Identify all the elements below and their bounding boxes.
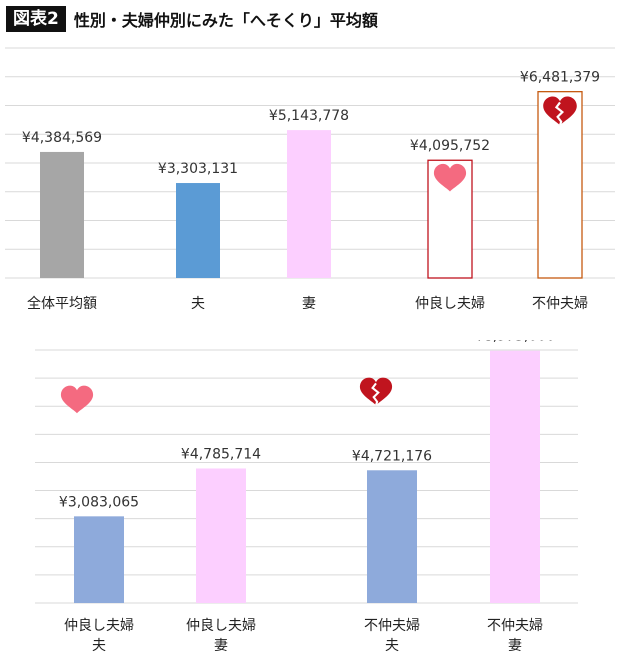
data-label: ¥4,785,714 xyxy=(181,446,261,462)
bar-2 xyxy=(287,130,331,278)
data-label: ¥5,143,778 xyxy=(269,108,349,124)
data-label: ¥3,083,065 xyxy=(59,494,139,510)
data-label: ¥6,481,379 xyxy=(520,70,600,86)
bar-1 xyxy=(196,468,246,603)
category-label: 仲良し夫婦 xyxy=(64,617,134,634)
bar-2 xyxy=(367,470,417,603)
category-label: 夫 xyxy=(92,638,106,654)
category-label: 妻 xyxy=(508,638,522,654)
broken-heart-icon xyxy=(359,377,393,406)
broken-heart-icon xyxy=(543,96,577,126)
category-label: 妻 xyxy=(214,638,228,654)
category-label: 不仲夫婦 xyxy=(487,617,543,634)
bar-3 xyxy=(490,350,540,603)
category-label: 不仲夫婦 xyxy=(364,617,420,634)
data-label: ¥8,975,000 xyxy=(475,340,555,345)
figure-badge: 図表2 xyxy=(6,6,66,32)
category-label: 仲良し夫婦 xyxy=(415,295,485,312)
data-label: ¥4,384,569 xyxy=(22,130,102,146)
category-label: 妻 xyxy=(302,296,316,312)
data-label: ¥4,095,752 xyxy=(410,138,490,154)
bar-1 xyxy=(176,183,220,278)
figure-title: 性別・夫婦仲別にみた「へそくり」平均額 xyxy=(73,11,378,30)
heart-icon xyxy=(433,163,467,192)
bar-0 xyxy=(40,151,84,278)
chart-overall: ¥4,384,569 全体平均額 ¥3,303,131 夫 ¥5,143,778 妻 ¥4,… xyxy=(5,47,615,312)
category-label: 不仲夫婦 xyxy=(532,295,588,312)
category-label: 全体平均額 xyxy=(27,295,97,312)
category-label: 仲良し夫婦 xyxy=(186,617,256,634)
data-label: ¥3,303,131 xyxy=(158,161,238,177)
heart-icon xyxy=(60,385,94,414)
category-label: 夫 xyxy=(385,638,399,654)
figure-header: 図表2 性別・夫婦仲別にみた「へそくり」平均額 xyxy=(6,6,378,32)
bar-0 xyxy=(74,516,124,603)
category-label: 夫 xyxy=(191,296,205,312)
data-label: ¥4,721,176 xyxy=(352,448,432,464)
